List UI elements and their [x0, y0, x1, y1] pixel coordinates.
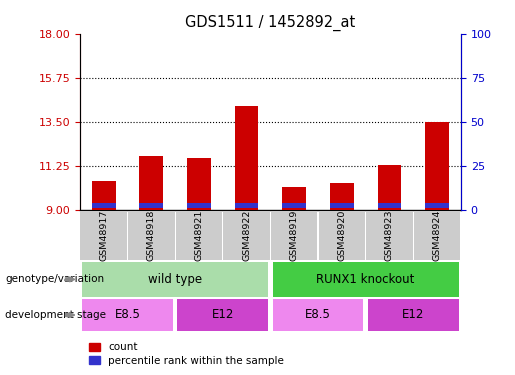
Text: E8.5: E8.5 — [114, 309, 141, 321]
Bar — [92, 181, 115, 210]
Bar — [273, 262, 458, 297]
Text: GSM48921: GSM48921 — [195, 210, 203, 261]
Bar — [92, 203, 115, 208]
Bar — [425, 203, 449, 208]
Bar — [140, 203, 163, 208]
Bar — [330, 183, 354, 210]
Text: genotype/variation: genotype/variation — [5, 274, 104, 284]
Bar — [377, 165, 401, 210]
Text: E8.5: E8.5 — [305, 309, 331, 321]
Text: RUNX1 knockout: RUNX1 knockout — [316, 273, 415, 286]
Bar — [187, 158, 211, 210]
Bar — [235, 106, 259, 210]
Text: GSM48920: GSM48920 — [337, 210, 346, 261]
Bar — [235, 203, 259, 208]
Text: development stage: development stage — [5, 310, 106, 320]
Text: GSM48922: GSM48922 — [242, 210, 251, 261]
Bar — [178, 300, 268, 330]
Bar — [140, 156, 163, 210]
Text: E12: E12 — [402, 309, 424, 321]
Text: E12: E12 — [212, 309, 234, 321]
Text: GSM48919: GSM48919 — [290, 210, 299, 261]
Bar — [273, 300, 363, 330]
Bar — [282, 186, 306, 210]
Text: GSM48924: GSM48924 — [433, 210, 441, 261]
Text: wild type: wild type — [148, 273, 202, 286]
Text: GSM48917: GSM48917 — [99, 210, 108, 261]
Bar — [377, 203, 401, 208]
Text: GSM48918: GSM48918 — [147, 210, 156, 261]
Bar — [82, 300, 173, 330]
Bar — [368, 300, 458, 330]
Legend: count, percentile rank within the sample: count, percentile rank within the sample — [85, 338, 288, 370]
Title: GDS1511 / 1452892_at: GDS1511 / 1452892_at — [185, 15, 355, 31]
Bar — [82, 262, 268, 297]
Text: GSM48923: GSM48923 — [385, 210, 394, 261]
Bar — [187, 203, 211, 208]
Bar — [425, 122, 449, 210]
Bar — [282, 203, 306, 208]
Bar — [330, 203, 354, 208]
